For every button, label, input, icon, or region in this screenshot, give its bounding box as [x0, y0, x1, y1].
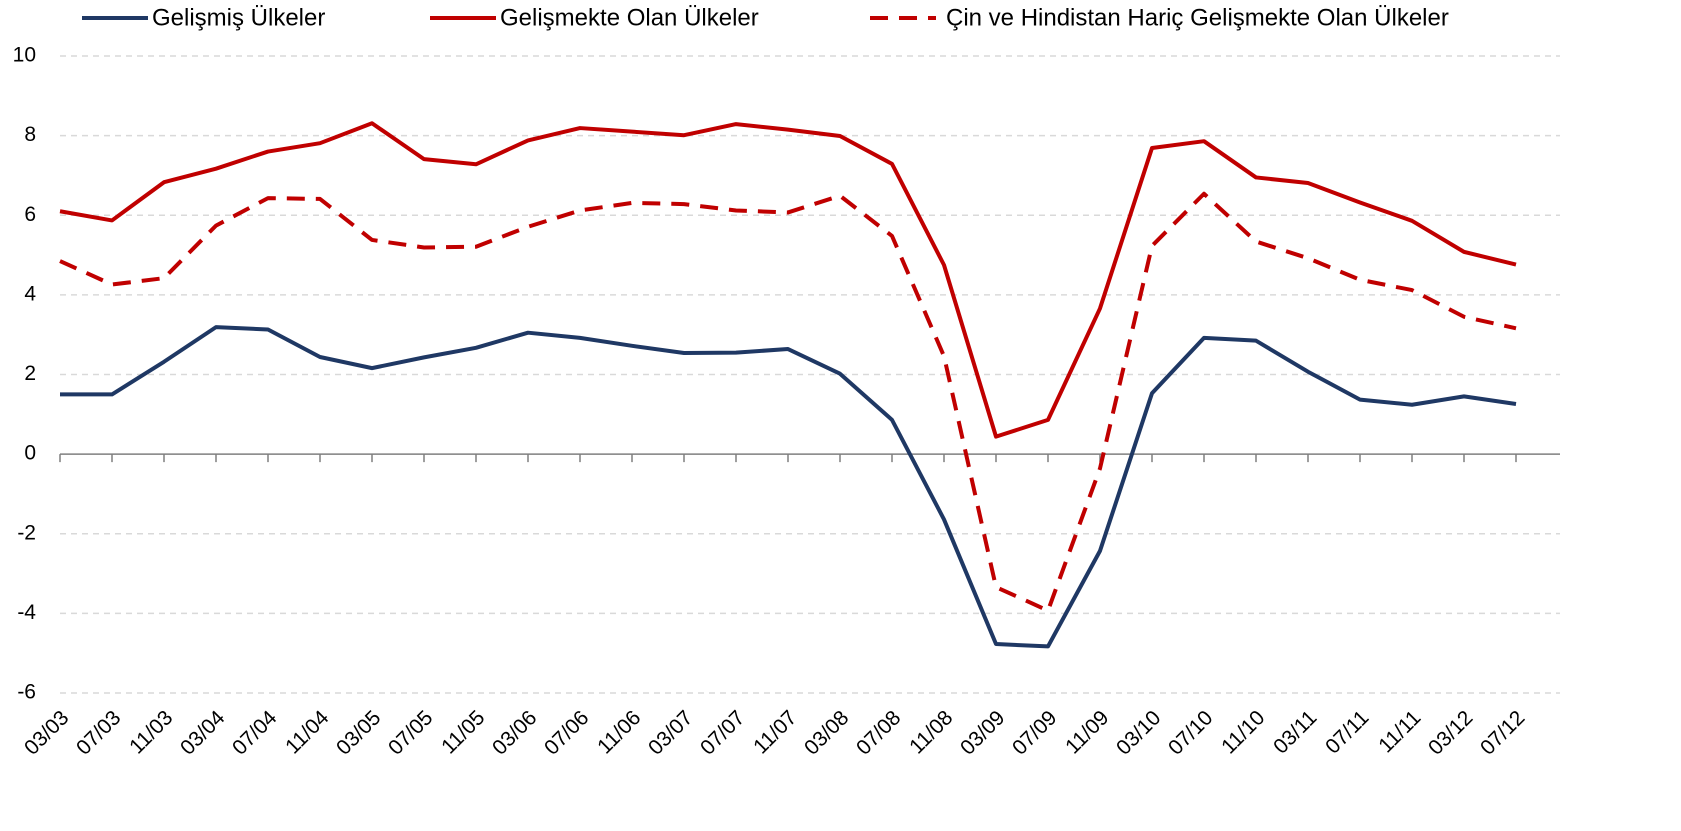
x-tick-label: 07/12	[1476, 706, 1529, 759]
x-tick-label: 03/09	[956, 706, 1009, 759]
x-tick-label: 11/05	[437, 706, 489, 758]
series-line	[59, 191, 1517, 613]
y-tick-label: 10	[13, 44, 36, 67]
x-tick-label: 07/09	[1008, 706, 1061, 759]
series-line	[60, 325, 1517, 649]
y-tick-label: 8	[24, 123, 36, 146]
x-tick-label: 07/07	[696, 706, 749, 759]
x-tick-label: 07/05	[384, 706, 437, 759]
x-tick-label: 11/09	[1061, 706, 1113, 758]
x-tick-label: 07/08	[852, 706, 905, 759]
x-tick-label: 11/03	[125, 706, 177, 758]
x-tick-label: 03/07	[644, 706, 697, 759]
x-tick-label: 11/10	[1217, 706, 1269, 758]
x-tick-label: 03/08	[800, 706, 853, 759]
x-tick-label: 11/06	[593, 706, 645, 758]
x-tick-label: 11/08	[905, 706, 957, 758]
legend-label: Gelişmekte Olan Ülkeler	[500, 4, 759, 31]
x-tick-label: 11/11	[1374, 706, 1425, 757]
x-tick-label: 11/07	[749, 706, 801, 758]
x-tick-label: 07/04	[228, 706, 282, 760]
x-tick-label: 11/04	[281, 706, 334, 759]
series-line	[59, 121, 1517, 439]
x-tick-label: 07/10	[1164, 706, 1217, 759]
legend-label: Çin ve Hindistan Hariç Gelişmekte Olan Ü…	[946, 4, 1449, 31]
y-tick-label: -4	[17, 601, 36, 624]
y-tick-label: 0	[24, 442, 36, 465]
x-tick-label: 07/03	[72, 706, 125, 759]
x-tick-label: 07/11	[1321, 706, 1373, 758]
y-tick-label: 4	[24, 282, 36, 305]
x-tick-label: 03/06	[488, 706, 541, 759]
x-tick-label: 03/10	[1112, 706, 1165, 759]
x-tick-label: 03/11	[1269, 706, 1321, 758]
y-tick-label: 6	[24, 203, 36, 226]
y-tick-label: -2	[17, 521, 36, 544]
x-tick-label: 03/12	[1424, 706, 1477, 759]
y-tick-label: -6	[17, 681, 36, 704]
y-tick-label: 2	[24, 362, 36, 385]
x-tick-label: 07/06	[540, 706, 593, 759]
x-tick-label: 03/05	[332, 706, 385, 759]
x-tick-label: 03/03	[20, 706, 73, 759]
legend-label: Gelişmiş Ülkeler	[152, 4, 325, 31]
x-tick-label: 03/04	[176, 706, 230, 760]
